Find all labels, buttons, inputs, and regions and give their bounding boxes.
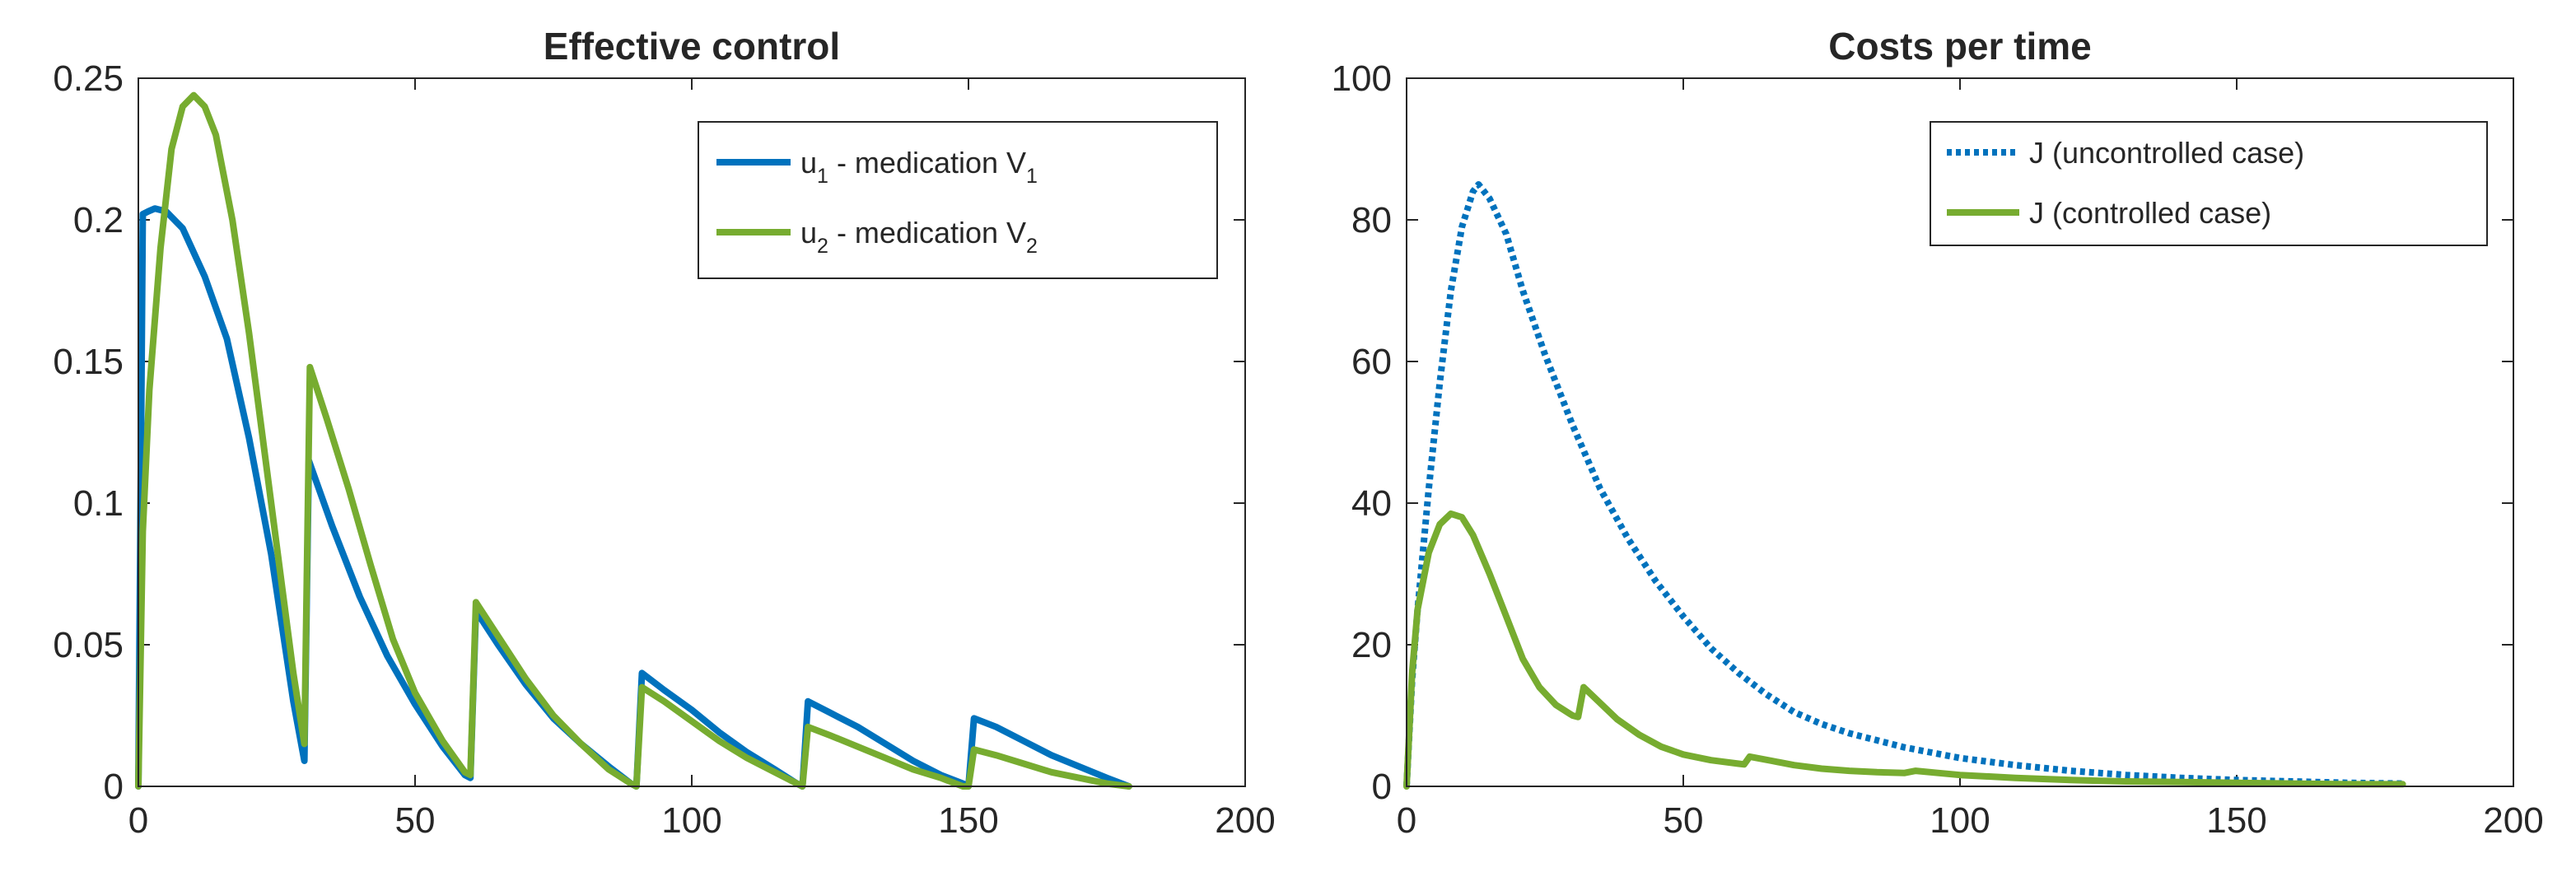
y-tick-label: 0.25 (53, 58, 124, 99)
y-tick-label: 0 (104, 767, 124, 807)
x-tick-label: 150 (938, 800, 998, 841)
legend-var-subscript: 2 (817, 235, 828, 258)
legend-var-subscript: 1 (817, 165, 828, 188)
chart-title: Effective control (544, 25, 840, 68)
series-line-2 (1403, 510, 2406, 790)
chart-title: Costs per time (1828, 25, 2092, 68)
x-tick-label: 150 (2206, 800, 2266, 841)
legend-label-controlled: J (controlled case) (2029, 196, 2271, 230)
legend-box (1930, 121, 2488, 246)
legend-description-subscript: 2 (1026, 235, 1038, 258)
x-tick-label: 200 (2483, 800, 2543, 841)
series-layer (135, 91, 1132, 790)
legend: u1 - medication V1 u2 - medication V2 (698, 121, 1218, 279)
chart-costs-per-time: Costs per time 0 20 40 60 80 100 0 50 100 150 200… (1332, 25, 2544, 841)
legend-description: - medication V (828, 216, 1026, 249)
x-tick-labels: 0 50 100 150 200 (128, 800, 1276, 841)
y-tick-label: 0.1 (73, 483, 124, 524)
x-tick-label: 50 (395, 800, 436, 841)
y-tick-label: 60 (1351, 342, 1392, 382)
legend-var: u (800, 216, 817, 249)
x-tick-label: 0 (128, 800, 148, 841)
legend-var: u (800, 146, 817, 180)
x-tick-label: 50 (1664, 800, 1704, 841)
legend: J (uncontrolled case) J (controlled case… (1930, 121, 2488, 246)
y-tick-label: 80 (1351, 200, 1392, 240)
y-tick-labels: 0 20 40 60 80 100 (1332, 58, 1392, 807)
legend-description: - medication V (828, 146, 1026, 180)
chart-effective-control: Effective control 0 0.05 0.1 0.15 0.2 0.25 0 5… (53, 25, 1275, 841)
y-tick-label: 0.15 (53, 342, 124, 382)
legend-box (698, 121, 1218, 279)
x-tick-labels: 0 50 100 150 200 (1397, 800, 2544, 841)
legend-description-subscript: 1 (1026, 165, 1038, 188)
axes-box (138, 77, 1246, 787)
x-tick-label: 100 (1930, 800, 1990, 841)
series-line-2 (135, 91, 1132, 790)
x-tick-label: 100 (661, 800, 721, 841)
y-tick-label: 100 (1332, 58, 1392, 99)
x-tick-label: 200 (1215, 800, 1275, 841)
y-tick-label: 0 (1372, 767, 1392, 807)
legend-label-u2: u2 - medication V2 (800, 216, 1038, 258)
series-line-1 (1403, 181, 2403, 787)
y-tick-label: 40 (1351, 483, 1392, 524)
x-tick-label: 0 (1397, 800, 1416, 841)
y-tick-label: 20 (1351, 625, 1392, 665)
axes-box (1406, 77, 2514, 787)
series-layer (1403, 181, 2406, 790)
legend-label-u1: u1 - medication V1 (800, 146, 1038, 188)
y-tick-label: 0.2 (73, 200, 124, 240)
legend-label-uncontrolled: J (uncontrolled case) (2029, 136, 2304, 170)
y-tick-label: 0.05 (53, 625, 124, 665)
y-tick-labels: 0 0.05 0.1 0.15 0.2 0.25 (53, 58, 124, 807)
